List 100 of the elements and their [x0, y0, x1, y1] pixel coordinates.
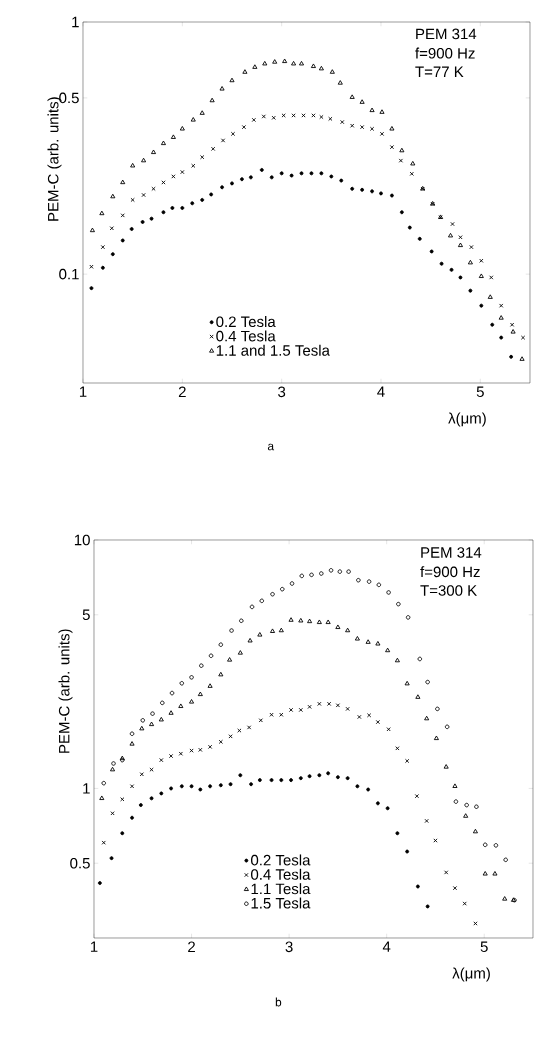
point [129, 784, 135, 789]
point [229, 77, 235, 83]
point [149, 767, 154, 772]
point [197, 691, 203, 697]
point [169, 690, 175, 696]
point [399, 147, 405, 153]
point [482, 842, 488, 848]
point [281, 113, 286, 118]
point [109, 856, 114, 861]
point [509, 354, 514, 359]
point [510, 329, 516, 334]
point [415, 694, 421, 699]
point [191, 163, 196, 168]
point [130, 197, 135, 203]
point [97, 881, 102, 885]
point [472, 828, 478, 834]
point [366, 713, 372, 718]
point [379, 109, 385, 114]
point [340, 119, 345, 125]
point [230, 181, 234, 186]
point [439, 261, 444, 266]
point [209, 192, 214, 197]
point [299, 60, 305, 66]
point [271, 115, 276, 120]
point [345, 706, 350, 712]
point [120, 213, 125, 218]
point [257, 778, 262, 783]
point [409, 171, 414, 176]
point [349, 94, 355, 99]
point [178, 703, 184, 708]
point [278, 627, 284, 633]
point [425, 679, 430, 685]
point [326, 701, 332, 706]
point [399, 210, 404, 215]
point [385, 647, 391, 653]
point [453, 799, 459, 804]
point [249, 782, 254, 787]
point [503, 857, 508, 863]
annotation: f=900 Hz [420, 566, 480, 578]
point [252, 64, 258, 69]
point [159, 791, 164, 796]
point [179, 126, 185, 131]
point [386, 590, 391, 595]
point [200, 197, 205, 202]
point [405, 615, 411, 620]
point [307, 774, 312, 779]
point [259, 167, 264, 172]
point [100, 244, 106, 250]
point [242, 69, 248, 74]
point [171, 174, 176, 179]
point [141, 157, 147, 163]
point [279, 778, 284, 783]
point [299, 573, 305, 579]
point [269, 778, 274, 783]
point [462, 901, 467, 906]
point [109, 226, 114, 231]
point [149, 796, 154, 801]
y-tick-label: 0.5 [70, 857, 90, 869]
point [180, 206, 185, 210]
point [311, 113, 316, 118]
point [499, 303, 504, 308]
point [452, 783, 458, 788]
point [269, 175, 274, 180]
point [417, 236, 422, 241]
point [469, 244, 474, 250]
point [228, 734, 233, 739]
point [208, 784, 213, 789]
point [467, 259, 473, 265]
point [272, 59, 278, 64]
point [139, 772, 144, 777]
point [190, 117, 196, 122]
point [345, 627, 351, 633]
point [398, 158, 404, 163]
point [375, 640, 381, 646]
point [350, 186, 355, 191]
point [410, 160, 416, 166]
point [415, 884, 420, 889]
point [218, 739, 223, 744]
point [479, 303, 484, 308]
point [394, 657, 400, 663]
point [161, 180, 166, 185]
point [490, 322, 495, 327]
point [89, 227, 95, 233]
point [249, 604, 255, 610]
point [473, 921, 478, 926]
point [329, 174, 334, 179]
point [198, 787, 203, 792]
point [149, 216, 154, 221]
text: a [267, 443, 275, 451]
point [289, 173, 294, 178]
point [316, 619, 322, 625]
point [396, 601, 401, 607]
x-tick-label: 4 [377, 386, 385, 397]
point [425, 904, 430, 909]
point [489, 275, 494, 280]
point [405, 849, 410, 854]
point [99, 795, 105, 801]
point [376, 582, 382, 588]
point [220, 185, 225, 190]
point [407, 225, 412, 230]
